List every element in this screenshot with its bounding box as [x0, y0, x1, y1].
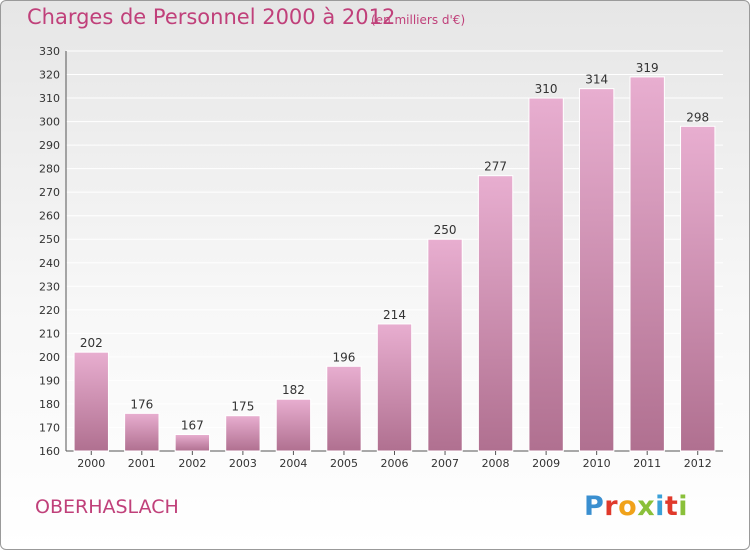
bar-2006 [376, 323, 413, 452]
bar-2003 [225, 415, 261, 452]
bars [73, 76, 716, 452]
x-tick-label-2008: 2008 [482, 457, 510, 470]
bar-2000 [73, 351, 109, 452]
x-tick-label-2009: 2009 [532, 457, 560, 470]
value-label-2006: 214 [383, 308, 406, 322]
y-tick-label: 270 [39, 186, 60, 199]
x-tick-labels: 2000 2001 2002 2003 2004 2005 2006 2007 2008 2009… [77, 451, 712, 470]
y-tick-label: 300 [39, 116, 60, 129]
bar-2005 [326, 365, 362, 452]
proxiti-logo: Proxiti [584, 491, 689, 522]
y-tick-label: 170 [39, 421, 60, 434]
x-tick-label-2012: 2012 [684, 457, 712, 470]
x-tick-label-2002: 2002 [178, 457, 206, 470]
bar-2009 [528, 97, 564, 452]
bar-2004 [275, 398, 312, 452]
bar-2002 [174, 434, 211, 452]
y-tick-label: 290 [39, 139, 60, 152]
y-tick-label: 260 [39, 210, 60, 223]
x-tick-label-2007: 2007 [431, 457, 459, 470]
y-tick-labels: 160 170 180 190 200 210 220 230 240 250 260 270 280 2… [39, 45, 60, 458]
value-label-2000: 202 [80, 336, 103, 350]
x-tick-label-2000: 2000 [77, 457, 105, 470]
value-label-2005: 196 [333, 350, 356, 364]
y-tick-label: 180 [39, 398, 60, 411]
x-tick-label-2001: 2001 [128, 457, 156, 470]
y-tick-label: 230 [39, 280, 60, 293]
value-label-2003: 175 [231, 400, 254, 414]
y-tick-label: 330 [39, 45, 60, 58]
x-tick-label-2004: 2004 [279, 457, 307, 470]
y-tick-label: 280 [39, 163, 60, 176]
chart-title: Charges de Personnel 2000 à 2012 [27, 5, 396, 29]
value-labels: 202 176 167 175 182 196 214 250 277 310 314 319 298 [80, 61, 709, 433]
y-tick-label: 190 [39, 374, 60, 387]
value-label-2008: 277 [484, 160, 507, 174]
value-label-2007: 250 [434, 223, 457, 237]
y-tick-label: 320 [39, 69, 60, 82]
y-tick-label: 200 [39, 351, 60, 364]
bar-2010 [578, 88, 615, 452]
bar-2008 [477, 175, 514, 452]
city-name: OBERHASLACH [35, 496, 179, 518]
x-tick-label-2003: 2003 [229, 457, 257, 470]
x-tick-label-2006: 2006 [381, 457, 409, 470]
value-label-2010: 314 [585, 73, 608, 87]
bar-2012 [680, 125, 716, 452]
value-label-2004: 182 [282, 383, 305, 397]
chart-unit-label: (en milliers d'€) [371, 13, 466, 27]
y-tick-label: 160 [39, 445, 60, 458]
y-tick-label: 240 [39, 257, 60, 270]
value-label-2002: 167 [181, 419, 204, 433]
x-tick-label-2011: 2011 [633, 457, 661, 470]
y-tick-label: 210 [39, 327, 60, 340]
value-label-2009: 310 [535, 82, 558, 96]
value-label-2012: 298 [686, 110, 709, 124]
y-tick-label: 310 [39, 92, 60, 105]
bar-2007 [427, 238, 463, 452]
x-tick-label-2010: 2010 [583, 457, 611, 470]
y-tick-label: 220 [39, 304, 60, 317]
value-label-2011: 319 [636, 61, 659, 75]
x-tick-label-2005: 2005 [330, 457, 358, 470]
bar-2011 [629, 76, 665, 452]
bar-2001 [124, 412, 160, 452]
y-tick-label: 250 [39, 233, 60, 246]
value-label-2001: 176 [130, 397, 153, 411]
